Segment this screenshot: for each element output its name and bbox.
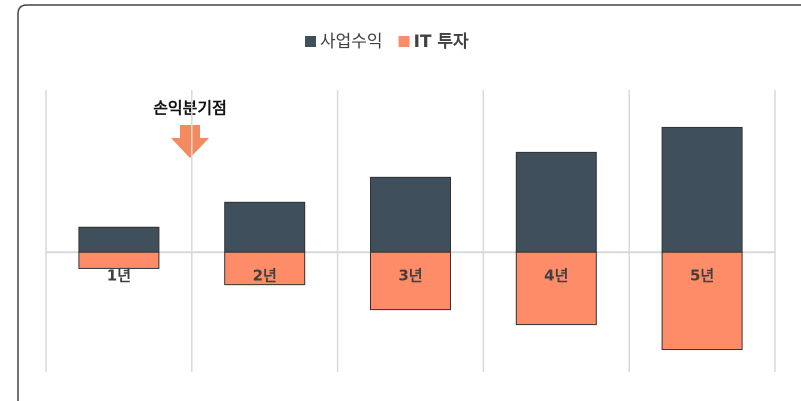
legend-label: IT 투자	[414, 32, 469, 52]
bar	[661, 251, 743, 351]
bar	[515, 151, 597, 253]
bar	[78, 251, 160, 269]
x-tick-label: 4년	[544, 267, 568, 285]
legend-swatch	[398, 36, 410, 47]
bar	[661, 126, 743, 253]
bar	[370, 176, 451, 253]
bar	[515, 251, 597, 326]
bar	[224, 201, 306, 253]
frame	[17, 4, 801, 401]
legend-label: 사업수익	[320, 32, 383, 52]
x-tick-label: 5년	[690, 267, 714, 285]
bar	[78, 226, 160, 253]
x-tick-label: 2년	[253, 267, 277, 285]
bar	[224, 251, 306, 286]
bar	[370, 251, 451, 311]
x-tick-label: 1년	[107, 267, 131, 285]
annotation: 손익분기점	[153, 99, 227, 118]
annotation-arrow	[171, 125, 209, 158]
x-tick-label: 3년	[398, 267, 422, 285]
legend-swatch	[305, 36, 316, 47]
